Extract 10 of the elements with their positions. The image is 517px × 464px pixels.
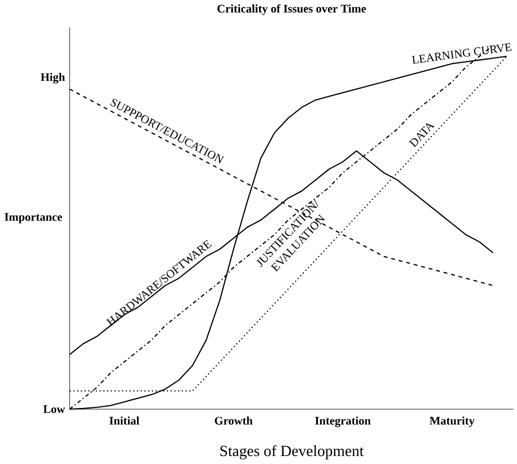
text: High [40, 73, 65, 84]
x-tick-label: Growth [214, 416, 253, 425]
y-axis-title: Importance [4, 213, 62, 224]
x-tick-label: Maturity [430, 416, 475, 428]
x-tick-label: Initial [109, 416, 140, 425]
text: Low [43, 405, 66, 414]
x-tick-label: Integration [315, 416, 371, 428]
x-axis-title: Stages of Development [220, 445, 364, 460]
chart-title: Criticality of Issues over Time [217, 4, 366, 16]
text: LEARNING CURVE [412, 43, 512, 64]
